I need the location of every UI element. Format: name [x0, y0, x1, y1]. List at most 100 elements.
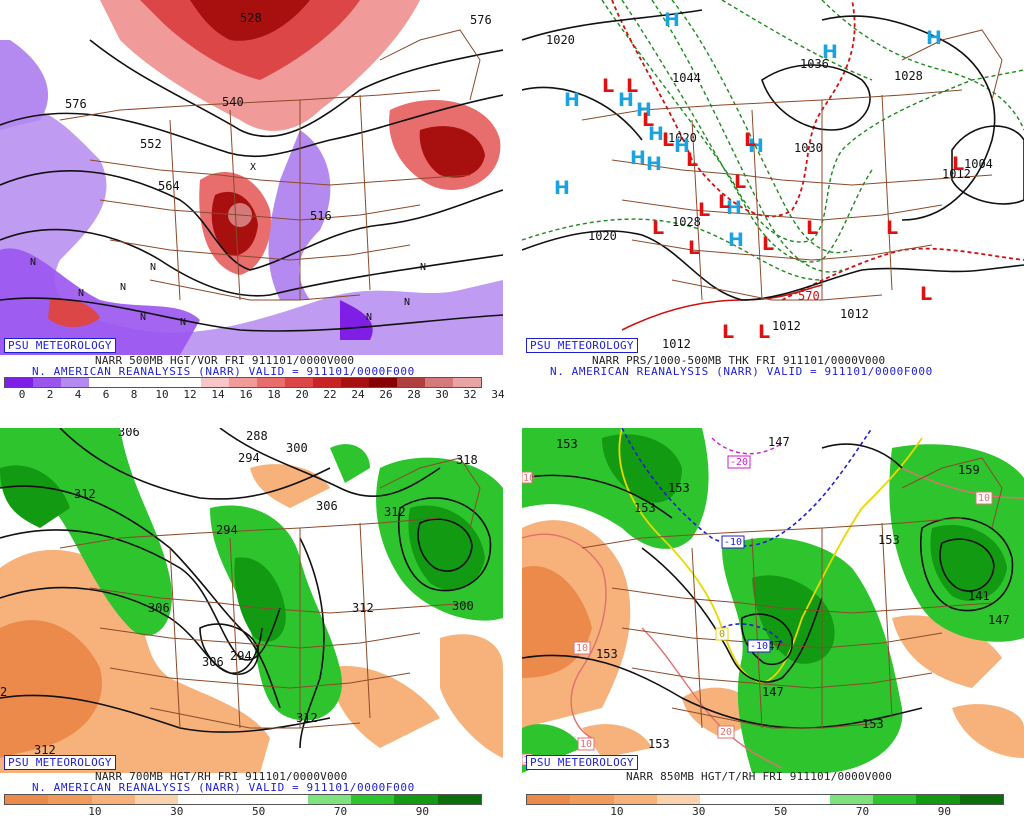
temp-box: -20: [730, 457, 748, 468]
high-marker: H: [728, 229, 744, 251]
colorbar-tick-label: 32: [463, 388, 477, 401]
contour-label: 576: [470, 13, 492, 27]
colorbar-swatch: [786, 795, 830, 804]
vort-marker: N: [30, 257, 36, 268]
low-marker: L: [744, 129, 756, 151]
colorbar-ticks: 0 2 4 6 8 10 12 14 16 18 20 22 24 26 28 30 32 34: [4, 388, 505, 402]
contour-label: 528: [240, 11, 262, 25]
low-marker: L: [652, 217, 664, 239]
colorbar-swatch: [178, 795, 222, 804]
isobar-label: 1036: [800, 57, 829, 71]
isobar-label: 1012: [662, 337, 691, 351]
caption-line2: N. AMERICAN REANALYSIS (NARR) VALID = 91…: [32, 365, 415, 378]
low-marker: L: [806, 217, 818, 239]
vort-marker: N: [78, 288, 84, 299]
contour-label: 306: [202, 655, 224, 669]
contour-label: 294: [230, 649, 252, 663]
low-marker: L: [602, 75, 614, 97]
caption-line1: NARR 850MB HGT/T/RH FRI 911101/0000V000: [626, 770, 893, 783]
contour-label: 153: [862, 717, 884, 731]
colorbar-swatch: [173, 378, 201, 387]
low-marker: L: [686, 149, 698, 171]
contour-label: 312: [74, 487, 96, 501]
panel-700mb-hgt-rh: 306 288 294 300 318 312 294 306 312 306 …: [0, 428, 503, 819]
contour-label: 576: [65, 97, 87, 111]
colorbar-tick-label: 90: [415, 805, 430, 818]
pressure-centers: H H H H H H H H H H H H H H L L L L L L …: [554, 9, 964, 343]
contour-label: 153: [668, 481, 690, 495]
high-marker: H: [630, 147, 646, 169]
panel-850mb-hgt-t-rh: 153 147 153 153 153 141 147 153 147 153 …: [522, 428, 1024, 819]
isobar-label: 1028: [672, 215, 701, 229]
colorbar-tick-label: 8: [130, 388, 138, 401]
isobar-label: 1020: [546, 33, 575, 47]
vort-marker: N: [120, 282, 126, 293]
colorbar-tick-label: 10: [88, 805, 102, 818]
high-marker: H: [726, 197, 742, 219]
psu-brand-label: PSU METEOROLOGY: [526, 755, 638, 770]
colorbar-swatch: [873, 795, 917, 804]
contour-label: 153: [634, 501, 656, 515]
low-marker: L: [718, 191, 730, 213]
colorbar-tick-label: 70: [855, 805, 870, 818]
high-marker: H: [674, 135, 690, 157]
contour-label: 2: [0, 685, 7, 699]
contour-label: 312: [34, 743, 56, 757]
contour-label: 153: [648, 737, 670, 751]
colorbar-tick-label: 30: [692, 805, 706, 818]
colorbar-tick-label: 6: [102, 388, 110, 401]
high-marker: H: [646, 153, 662, 175]
contour-label: 288: [246, 429, 268, 443]
panel-sfc-pressure-thickness: 1020 1036 1028 1020 1044 1030 1020 1012 …: [522, 0, 1024, 400]
colorbar-swatch: [351, 795, 395, 804]
colorbar: [4, 794, 482, 805]
colorbar-swatch: [313, 378, 341, 387]
psu-brand-label: PSU METEOROLOGY: [4, 755, 116, 770]
isobar-label: 1012: [942, 167, 971, 181]
colorbar-swatch: [285, 378, 313, 387]
colorbar-swatch: [89, 378, 117, 387]
contour-label: 552: [140, 137, 162, 151]
colorbar-tick-label: 30: [435, 388, 449, 401]
contour-labels: 306 288 294 300 318 312 294 306 312 306 …: [0, 428, 478, 757]
vort-marker: N: [404, 297, 410, 308]
high-marker: H: [926, 27, 942, 49]
temperature-boxes: 10 -20 10 -10 0 -10 10 20 10 10: [522, 455, 993, 766]
colorbar-swatch: [5, 795, 49, 804]
contour-label: 516: [310, 209, 332, 223]
caption-line2: N. AMERICAN REANALYSIS (NARR) VALID = 91…: [32, 781, 415, 794]
colorbar-tick-label: 26: [379, 388, 393, 401]
low-marker: L: [762, 233, 774, 255]
map-700mb: 306 288 294 300 318 312 294 306 312 306 …: [0, 428, 503, 773]
panel-500mb-hgt-vor: 576 564 552 540 528 516 576 N N N N N N …: [0, 0, 505, 402]
colorbar-swatch: [743, 795, 787, 804]
contour-labels: 576 564 552 540 528 516 576: [65, 11, 492, 223]
vort-marker: X: [250, 162, 256, 173]
colorbar-tick-label: 24: [351, 388, 365, 401]
colorbar-swatch: [527, 795, 571, 804]
colorbar-tick-label: 14: [211, 388, 225, 401]
colorbar-swatch: [307, 795, 352, 804]
colorbar-ticks: 10 30 50 70 90: [4, 805, 480, 819]
colorbar-swatch: [221, 795, 265, 804]
colorbar-tick-label: 50: [252, 805, 266, 818]
caption-line1: NARR 500MB HGT/VOR FRI 911101/0000V000: [95, 354, 355, 367]
isobar-label: 1028: [894, 69, 923, 83]
caption-line1: NARR 700MB HGT/RH FRI 911101/0000V000: [95, 770, 348, 783]
isobar-label: 1044: [672, 71, 701, 85]
low-marker: L: [734, 171, 746, 193]
colorbar-swatch: [264, 795, 308, 804]
isobar-label: 1020: [668, 131, 697, 145]
colorbar-tick-label: 16: [239, 388, 253, 401]
low-marker: L: [758, 321, 770, 343]
colorbar-swatch: [145, 378, 173, 387]
isobar-label: 1012: [772, 319, 801, 333]
colorbar-swatch: [201, 378, 229, 387]
colorbar-swatch: [916, 795, 960, 804]
contour-label: 312: [384, 505, 406, 519]
colorbar-swatch: [959, 795, 1003, 804]
colorbar-tick-label: 4: [74, 388, 82, 401]
isobar-label: 1012: [840, 307, 869, 321]
contour-label: 153: [878, 533, 900, 547]
high-marker: H: [748, 135, 764, 157]
